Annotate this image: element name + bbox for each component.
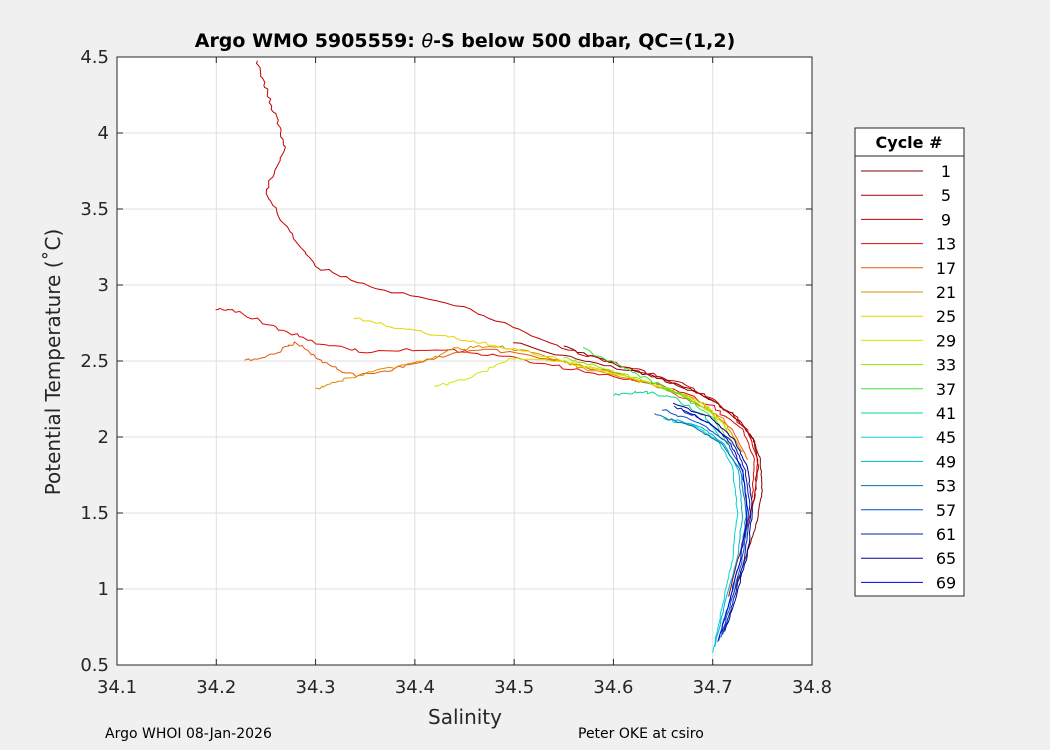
y-tick-label: 3.5 xyxy=(80,199,109,220)
y-tick-label: 4.5 xyxy=(80,47,109,68)
series-line-cycle-21 xyxy=(315,345,743,453)
grid-lines xyxy=(117,57,812,665)
x-tick-label: 34.6 xyxy=(593,677,633,698)
axis-ticks: 34.1 34.2 34.3 34.4 34.5 34.6 34.7 34.80.511.52… xyxy=(80,47,832,698)
y-tick-label: 2.5 xyxy=(80,351,109,372)
footer-source: Argo WHOI 08-Jan-2026 xyxy=(105,726,272,742)
series-layer xyxy=(215,60,763,653)
series-line-cycle-1 xyxy=(563,345,763,597)
x-tick-label: 34.7 xyxy=(693,677,733,698)
footer-author: Peter OKE at csiro xyxy=(578,726,704,742)
legend-title: Cycle # xyxy=(876,133,943,152)
legend-label: 37 xyxy=(936,380,956,399)
chart-title: Argo WMO 5905559: θ-S below 500 dbar, QC… xyxy=(195,30,736,52)
y-tick-label: 1.5 xyxy=(80,503,109,524)
y-axis-label: Potential Temperature (˚C) xyxy=(41,229,65,496)
legend-label: 1 xyxy=(941,162,951,181)
legend-label: 25 xyxy=(936,307,956,326)
legend-label: 49 xyxy=(936,452,956,471)
legend-label: 61 xyxy=(936,525,956,544)
x-tick-label: 34.8 xyxy=(792,677,832,698)
series-line-cycle-49 xyxy=(674,419,743,647)
legend-label: 13 xyxy=(936,235,956,254)
legend: Cycle # 1 5 9 13 17 21 25 29 33 37 41 45 49 53 57 61 65 6… xyxy=(854,127,965,597)
x-tick-label: 34.4 xyxy=(395,677,435,698)
series-line-cycle-45 xyxy=(663,417,739,653)
x-tick-label: 34.2 xyxy=(196,677,236,698)
legend-label: 69 xyxy=(936,573,956,592)
legend-label: 29 xyxy=(936,331,956,350)
series-line-cycle-65 xyxy=(672,402,753,632)
series-line-cycle-33 xyxy=(563,357,732,445)
x-tick-label: 34.1 xyxy=(97,677,137,698)
x-axis-label: Salinity xyxy=(428,705,502,729)
x-tick-label: 34.3 xyxy=(296,677,336,698)
legend-label: 21 xyxy=(936,283,956,302)
legend-label: 17 xyxy=(936,259,956,278)
legend-label: 41 xyxy=(936,404,956,423)
legend-label: 45 xyxy=(936,428,956,447)
series-line-cycle-69 xyxy=(682,409,748,641)
legend-label: 33 xyxy=(936,356,956,375)
y-tick-label: 1 xyxy=(98,579,109,600)
legend-label: 57 xyxy=(936,501,956,520)
y-tick-label: 4 xyxy=(98,123,109,144)
series-line-cycle-25 xyxy=(353,317,738,453)
series-line-cycle-29 xyxy=(434,357,728,430)
legend-label: 9 xyxy=(941,210,951,229)
x-tick-label: 34.5 xyxy=(494,677,534,698)
legend-label: 5 xyxy=(941,186,951,205)
y-tick-label: 0.5 xyxy=(80,655,109,676)
series-line-cycle-9 xyxy=(256,60,759,544)
y-tick-label: 3 xyxy=(98,275,109,296)
legend-label: 53 xyxy=(936,477,956,496)
y-tick-label: 2 xyxy=(98,427,109,448)
legend-box xyxy=(854,127,965,597)
legend-label: 65 xyxy=(936,549,956,568)
